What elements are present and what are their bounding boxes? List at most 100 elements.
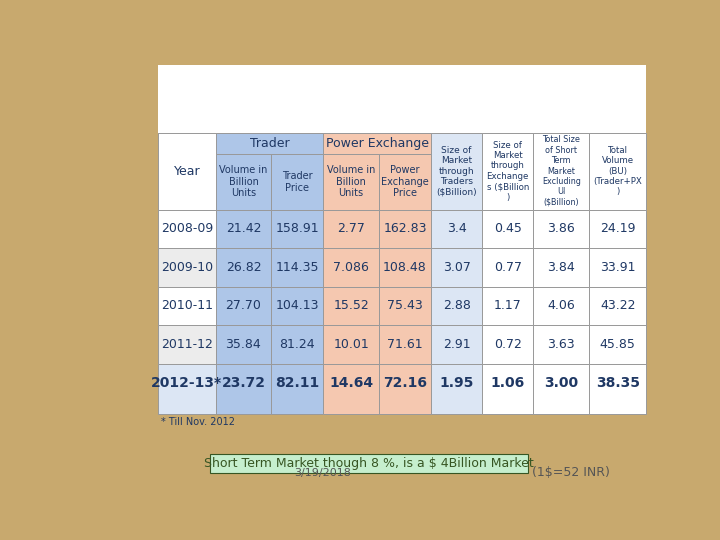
- Text: 2011-12: 2011-12: [161, 338, 213, 351]
- Bar: [589, 287, 647, 325]
- Text: 45.85: 45.85: [600, 338, 636, 351]
- Bar: [379, 154, 431, 210]
- Text: 82.11: 82.11: [275, 376, 320, 390]
- Text: 1.06: 1.06: [490, 376, 525, 390]
- Bar: [215, 132, 323, 154]
- Bar: [158, 65, 647, 132]
- Bar: [215, 363, 271, 414]
- Text: Trader: Trader: [250, 137, 289, 150]
- Bar: [323, 210, 379, 248]
- Bar: [534, 210, 589, 248]
- Bar: [271, 325, 323, 363]
- Bar: [482, 287, 534, 325]
- Bar: [158, 287, 215, 325]
- Text: 162.83: 162.83: [383, 222, 427, 235]
- Bar: [589, 210, 647, 248]
- Text: 23.72: 23.72: [222, 376, 266, 390]
- Text: 108.48: 108.48: [383, 261, 427, 274]
- Bar: [271, 248, 323, 287]
- Bar: [589, 248, 647, 287]
- Bar: [90, 65, 158, 481]
- Text: * Till Nov. 2012: * Till Nov. 2012: [161, 417, 235, 428]
- Text: 158.91: 158.91: [276, 222, 319, 235]
- Text: 72.16: 72.16: [383, 376, 427, 390]
- Text: 2012-13*: 2012-13*: [151, 376, 222, 390]
- Text: 14.64: 14.64: [329, 376, 373, 390]
- Text: 2.77: 2.77: [337, 222, 365, 235]
- Bar: [323, 363, 379, 414]
- Text: 33.91: 33.91: [600, 261, 636, 274]
- Bar: [215, 154, 271, 210]
- Text: 114.35: 114.35: [276, 261, 319, 274]
- Text: Size of
Market
through
Exchange
s ($Billion
): Size of Market through Exchange s ($Bill…: [487, 140, 529, 201]
- Text: 2009-10: 2009-10: [161, 261, 213, 274]
- Bar: [589, 325, 647, 363]
- Text: 81.24: 81.24: [279, 338, 315, 351]
- Bar: [431, 248, 482, 287]
- Bar: [431, 210, 482, 248]
- Bar: [323, 132, 431, 154]
- Text: 10.01: 10.01: [333, 338, 369, 351]
- Bar: [431, 363, 482, 414]
- Text: 3/19/2018: 3/19/2018: [294, 468, 351, 478]
- Text: Volume in
Billion
Units: Volume in Billion Units: [220, 165, 268, 198]
- Bar: [379, 210, 431, 248]
- Text: Year: Year: [174, 165, 200, 178]
- Bar: [534, 287, 589, 325]
- Text: 15.52: 15.52: [333, 299, 369, 312]
- Bar: [431, 287, 482, 325]
- Text: 3.84: 3.84: [547, 261, 575, 274]
- Text: 27.70: 27.70: [225, 299, 261, 312]
- Bar: [482, 248, 534, 287]
- Bar: [482, 325, 534, 363]
- Bar: [158, 248, 215, 287]
- Text: Size of
Market
through
Traders
($Billion): Size of Market through Traders ($Billion…: [436, 146, 477, 197]
- Text: 71.61: 71.61: [387, 338, 423, 351]
- Bar: [534, 248, 589, 287]
- Text: Trader
Price: Trader Price: [282, 171, 312, 193]
- Text: 26.82: 26.82: [225, 261, 261, 274]
- Text: 24.19: 24.19: [600, 222, 636, 235]
- Text: 2.91: 2.91: [443, 338, 470, 351]
- Bar: [158, 132, 215, 210]
- Text: 3.07: 3.07: [443, 261, 470, 274]
- Text: Volume in
Billion
Units: Volume in Billion Units: [327, 165, 375, 198]
- Bar: [271, 363, 323, 414]
- Bar: [271, 210, 323, 248]
- Text: Power
Exchange
Price: Power Exchange Price: [381, 165, 429, 198]
- Bar: [379, 287, 431, 325]
- Text: 2.88: 2.88: [443, 299, 470, 312]
- Text: 35.84: 35.84: [225, 338, 261, 351]
- Bar: [431, 325, 482, 363]
- Text: (1$=52 INR): (1$=52 INR): [531, 467, 609, 480]
- Text: 2008-09: 2008-09: [161, 222, 213, 235]
- Bar: [215, 210, 271, 248]
- Text: 3.86: 3.86: [547, 222, 575, 235]
- Bar: [589, 132, 647, 210]
- Text: 104.13: 104.13: [276, 299, 319, 312]
- Text: 0.45: 0.45: [494, 222, 522, 235]
- Bar: [379, 363, 431, 414]
- Text: 1.95: 1.95: [439, 376, 474, 390]
- Bar: [482, 363, 534, 414]
- Text: 3.63: 3.63: [547, 338, 575, 351]
- Bar: [323, 154, 379, 210]
- Text: Total
Volume
(BU)
(Trader+PX
): Total Volume (BU) (Trader+PX ): [593, 146, 642, 197]
- Text: 0.72: 0.72: [494, 338, 522, 351]
- Text: 7.086: 7.086: [333, 261, 369, 274]
- Text: 3.00: 3.00: [544, 376, 578, 390]
- Bar: [323, 248, 379, 287]
- Bar: [589, 363, 647, 414]
- Bar: [158, 132, 647, 414]
- Bar: [379, 325, 431, 363]
- Text: 75.43: 75.43: [387, 299, 423, 312]
- Bar: [482, 132, 534, 210]
- Text: 2010-11: 2010-11: [161, 299, 213, 312]
- Text: 4.06: 4.06: [547, 299, 575, 312]
- Bar: [215, 325, 271, 363]
- Bar: [323, 287, 379, 325]
- Text: 21.42: 21.42: [225, 222, 261, 235]
- Bar: [534, 132, 589, 210]
- Bar: [431, 132, 482, 210]
- Bar: [158, 363, 215, 414]
